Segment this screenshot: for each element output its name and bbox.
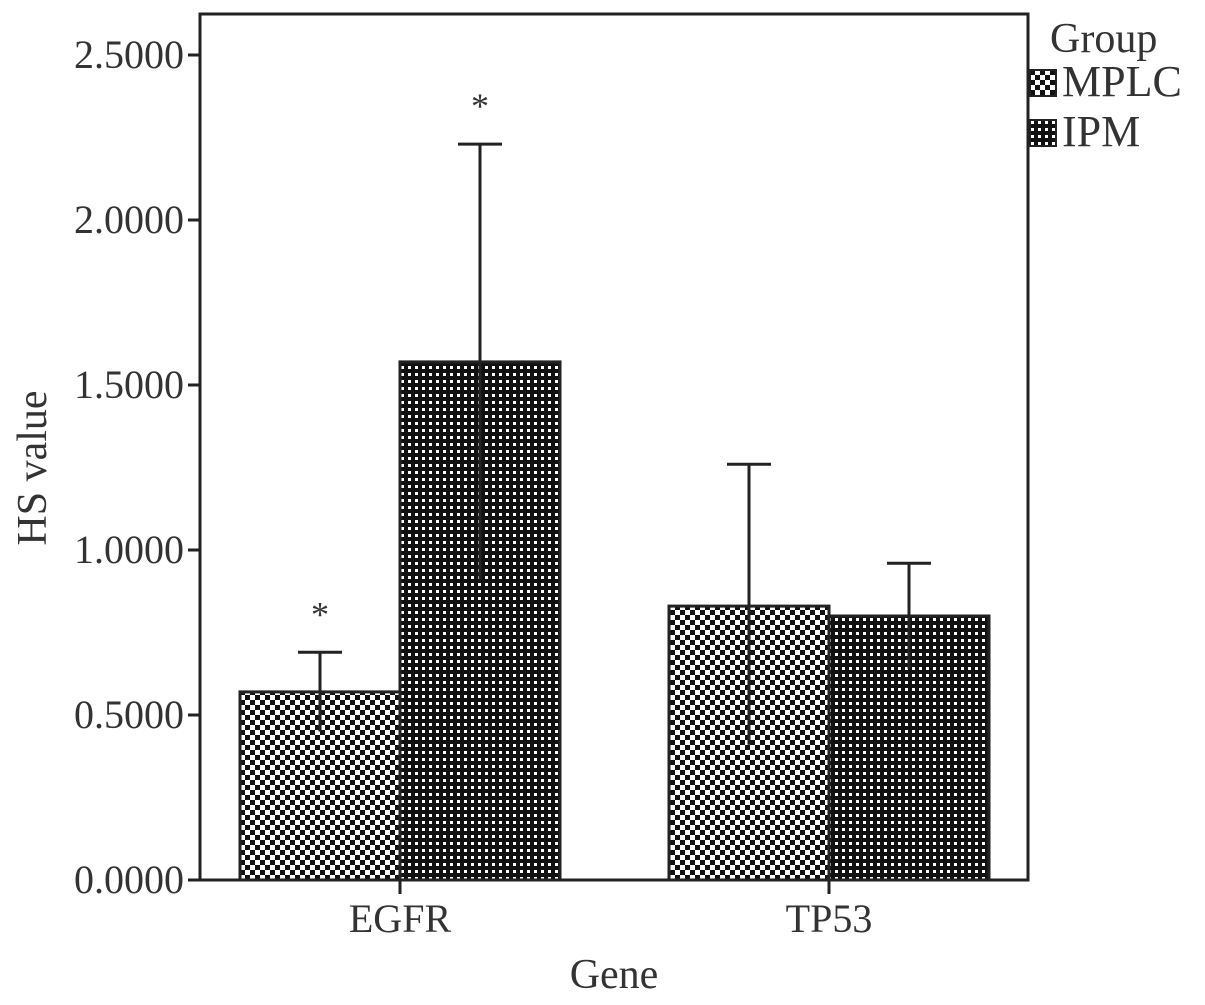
legend-swatch-mplc (1029, 69, 1057, 97)
significance-star-ipm-egfr: * (471, 86, 489, 126)
plot-frame (198, 12, 1030, 882)
x-axis-title: Gene (570, 952, 659, 998)
error-bars (298, 142, 931, 745)
x-tick-label-tp53: TP53 (786, 896, 873, 941)
x-axis: EGFR TP53 (349, 880, 872, 941)
legend-label-mplc: MPLC (1062, 57, 1182, 106)
y-tick-label-0: 0.0000 (74, 857, 184, 902)
y-tick-label-2: 1.0000 (74, 527, 184, 572)
y-tick-label-5: 2.5000 (74, 32, 184, 77)
legend-title: Group (1050, 16, 1157, 62)
x-tick-label-egfr: EGFR (349, 896, 452, 941)
legend: Group MPLC IPM (1029, 16, 1182, 156)
legend-label-ipm: IPM (1062, 107, 1140, 156)
y-axis-title: HS value (10, 390, 56, 545)
legend-swatch-ipm (1029, 119, 1057, 147)
y-tick-label-1: 0.5000 (74, 692, 184, 737)
y-tick-label-3: 1.5000 (74, 362, 184, 407)
significance-star-mplc-egfr: * (311, 594, 329, 634)
y-tick-label-4: 2.0000 (74, 197, 184, 242)
bars (238, 360, 991, 882)
y-axis: 0.0000 0.5000 1.0000 1.5000 2.0000 2.5000 (74, 32, 200, 902)
bar-mplc-egfr (238, 690, 402, 882)
significance-annotations: ** (311, 86, 489, 634)
